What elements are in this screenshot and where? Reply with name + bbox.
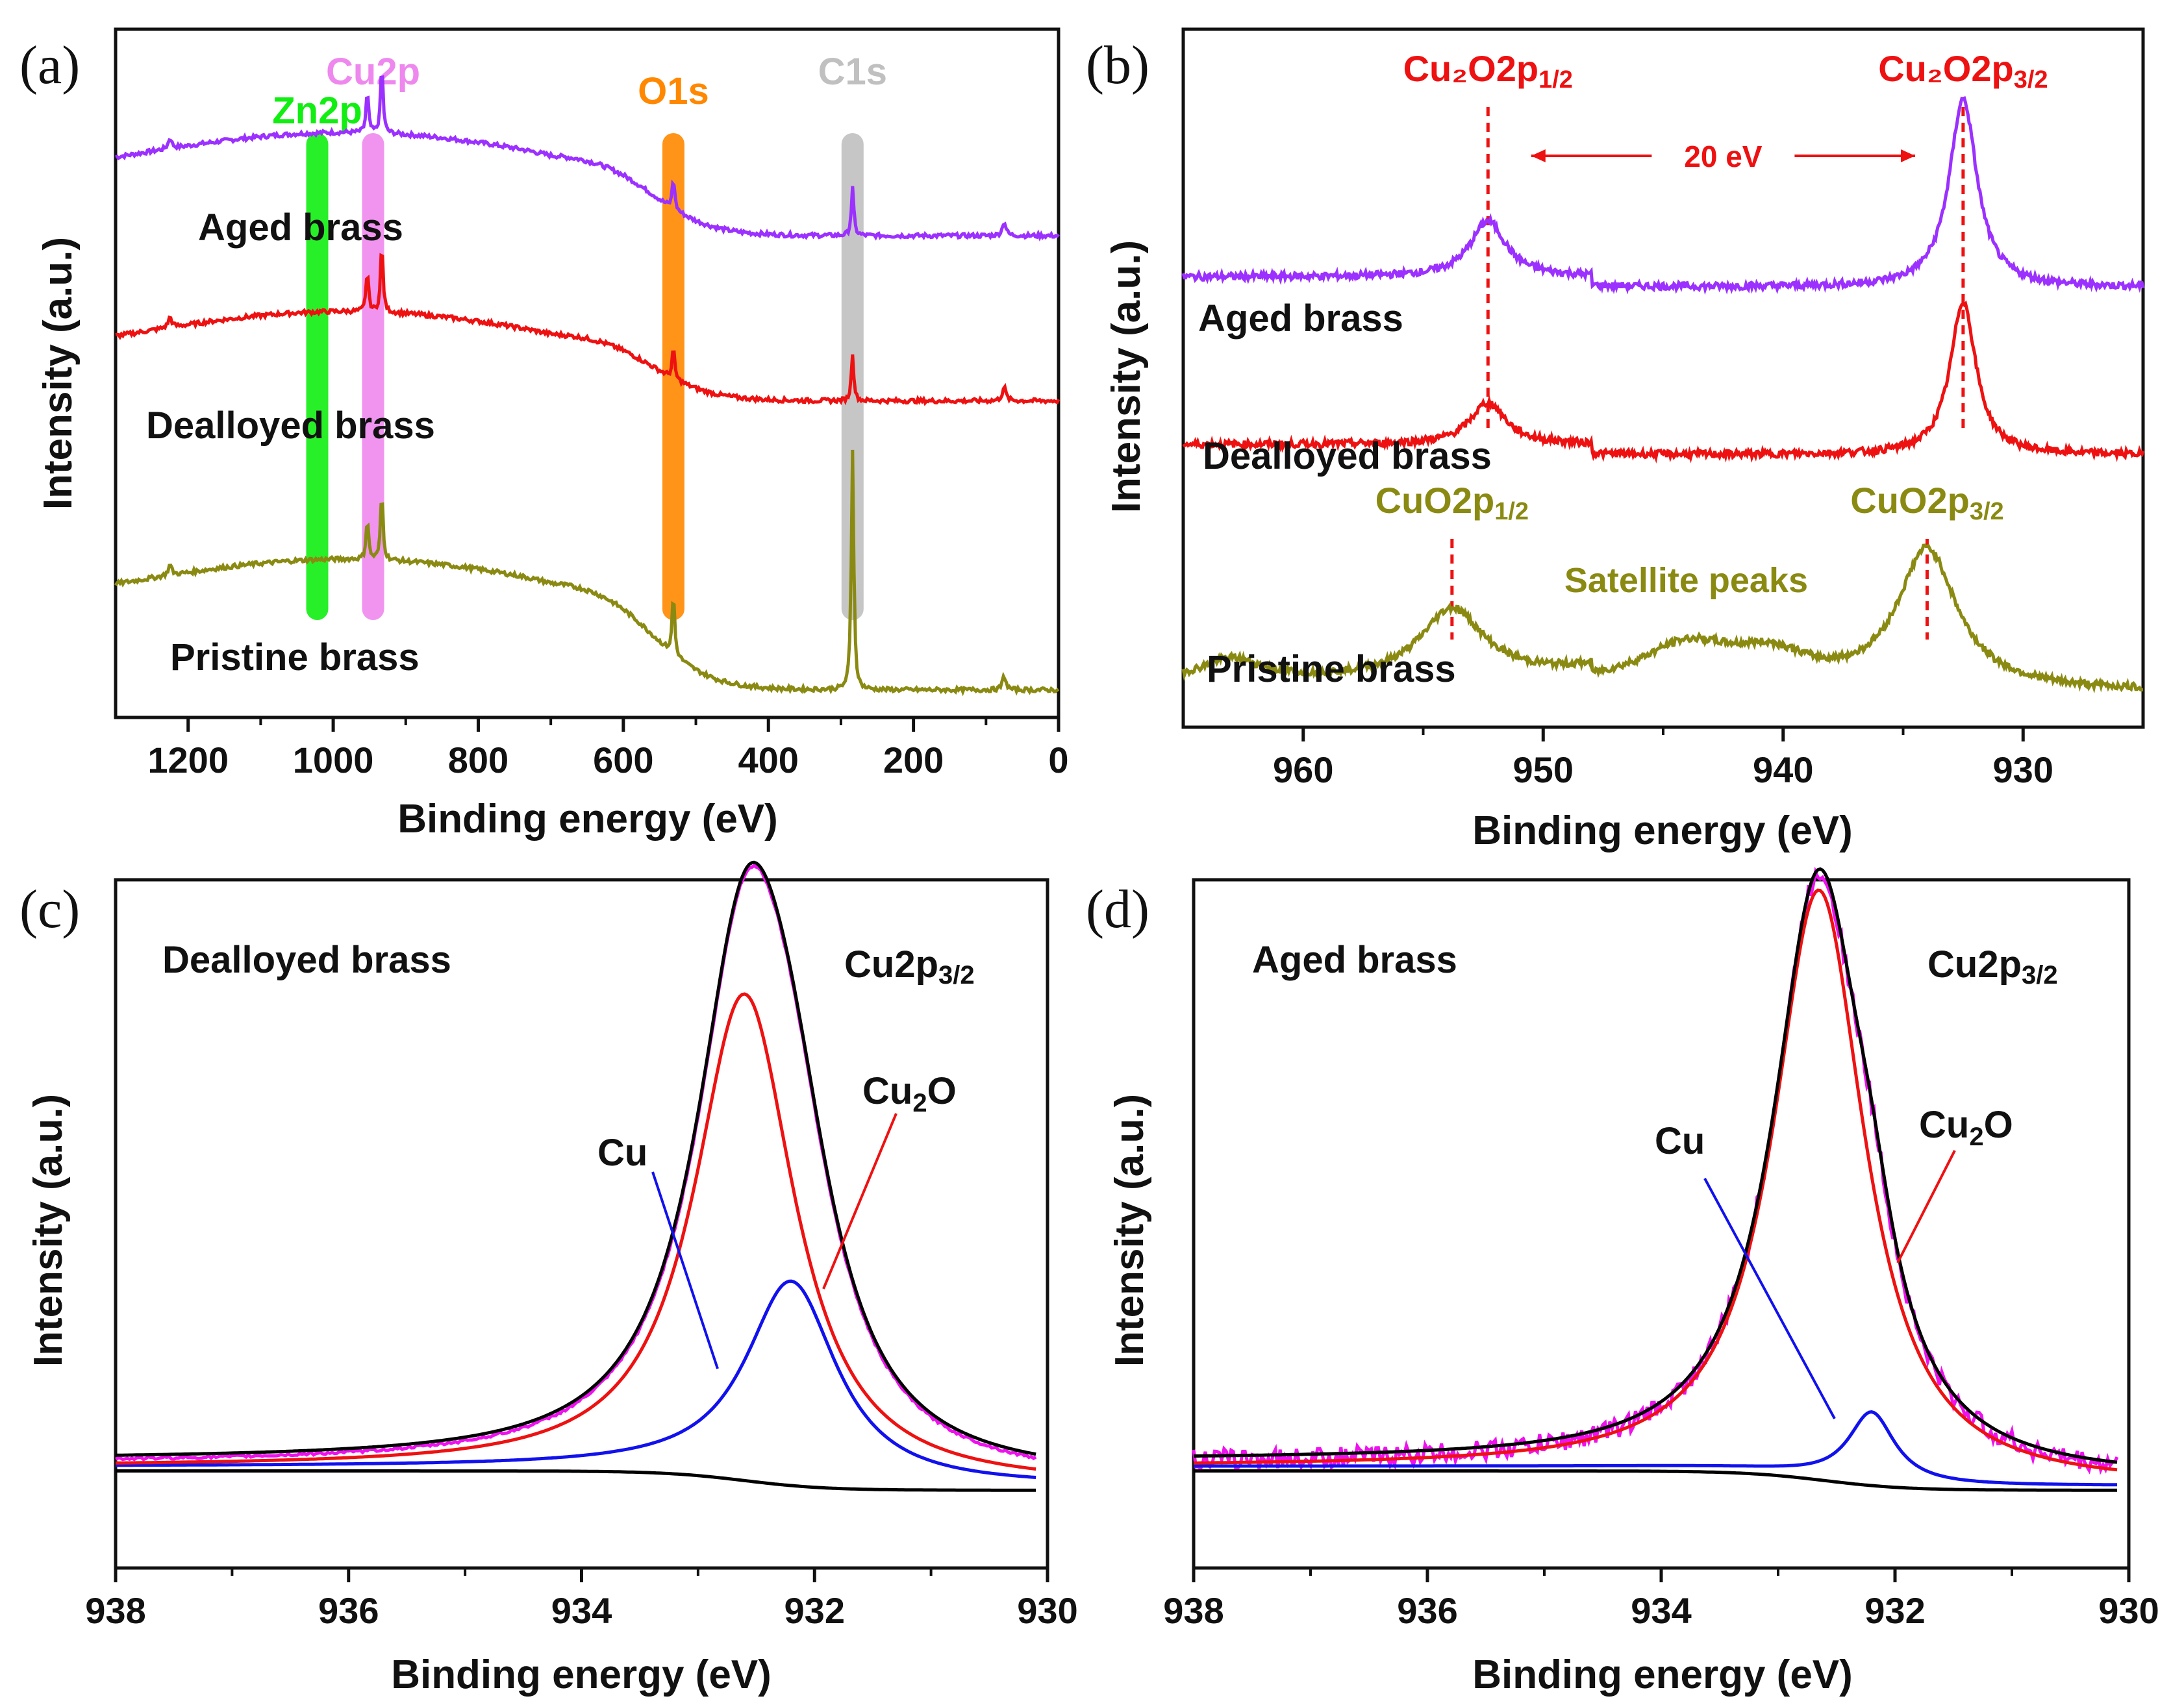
panel-c-letter: (c) xyxy=(19,879,80,940)
panel-b-label-dealloyed: Dealloyed brass xyxy=(1203,435,1492,477)
panel-b-annotation: CuO2p3/2 xyxy=(1850,480,2003,525)
panel-c-tick-label: 934 xyxy=(551,1590,612,1631)
panel-a-band-cu2p xyxy=(362,133,384,620)
panel-c-tick-label: 938 xyxy=(85,1590,145,1631)
panel-d-tick-label: 932 xyxy=(1864,1590,1925,1631)
panel-d-component-line xyxy=(1193,888,2118,1472)
panel-c-tick-label: 936 xyxy=(318,1590,379,1631)
panel-b-annotation: CuO2p1/2 xyxy=(1375,480,1529,525)
panel-c-envelope-line xyxy=(116,860,1036,1457)
panel-b-series-line xyxy=(1182,300,2145,464)
panel-c-component-line xyxy=(116,1279,1036,1479)
panel-d-cu-label: Cu xyxy=(1655,1120,1705,1162)
panel-c-tick-label: 930 xyxy=(1017,1590,1077,1631)
panel-d-cu-leader xyxy=(1703,1178,1836,1419)
panel-b-arrow-label: 20 eV xyxy=(1684,140,1763,173)
panel-d-background-line xyxy=(1194,1469,2117,1492)
panel-a-band-label: Zn2p xyxy=(272,90,362,132)
panel-b-tick-label: 950 xyxy=(1513,749,1574,790)
panel-b-arrow-head xyxy=(1900,149,1915,162)
panel-c-cu2o-label: Cu2O xyxy=(862,1070,957,1117)
panel-b-satellite-label: Satellite peaks xyxy=(1564,561,1808,600)
panel-c-background-line xyxy=(116,1469,1036,1492)
panel-c-ylabel: Intensity (a.u.) xyxy=(26,1094,71,1367)
panel-c-measured-line xyxy=(115,864,1037,1462)
panel-a-series-line xyxy=(115,75,1060,242)
panel-d-cu2o-label: Cu2O xyxy=(1919,1104,2013,1151)
panel-a-tick-label: 600 xyxy=(593,740,653,780)
panel-d-title: Aged brass xyxy=(1252,939,1457,981)
panel-a-xlabel: Binding energy (eV) xyxy=(397,797,778,841)
panel-b-series-line xyxy=(1181,543,2144,694)
panel-a-series-line xyxy=(114,449,1060,697)
panel-c-component-line xyxy=(116,992,1036,1471)
panel-d-peak-label: Cu2p3/2 xyxy=(1927,943,2058,989)
panel-a-band-label: O1s xyxy=(638,70,709,112)
panel-b-arrow-head xyxy=(1531,149,1546,162)
panel-a-ylabel: Intensity (a.u.) xyxy=(36,237,81,510)
panel-d-tick-label: 936 xyxy=(1397,1590,1457,1631)
panel-a-label-pristine: Pristine brass xyxy=(170,636,420,678)
panel-b-annotation: Cu₂O2p3/2 xyxy=(1878,48,2048,93)
panel-a-letter: (a) xyxy=(19,35,80,95)
panel-b-label-pristine: Pristine brass xyxy=(1207,648,1456,690)
panel-a-band-o1s xyxy=(662,133,684,620)
panel-a-band-label: Cu2p xyxy=(326,51,420,93)
panel-a-tick-label: 200 xyxy=(883,740,944,780)
panel-a-tick-label: 800 xyxy=(448,740,508,780)
panel-c: (c) 938 936 934 932 930 Dealloyed brass Cu2p… xyxy=(19,860,1078,1697)
panel-a-band-zn2p xyxy=(306,133,329,620)
panel-b-tick-label: 940 xyxy=(1753,749,1813,790)
panel-a-band-label: C1s xyxy=(818,51,887,93)
panel-d-ylabel: Intensity (a.u.) xyxy=(1107,1094,1152,1367)
panel-d-tick-label: 930 xyxy=(2098,1590,2159,1631)
panel-b-xlabel: Binding energy (eV) xyxy=(1472,808,1853,853)
panel-d-component-line xyxy=(1194,1410,2117,1487)
panel-b-ylabel: Intensity (a.u.) xyxy=(1104,240,1149,513)
panel-a-label-aged: Aged brass xyxy=(198,206,403,249)
panel-b-label-aged: Aged brass xyxy=(1198,297,1403,340)
panel-d-letter: (d) xyxy=(1086,879,1149,940)
panel-b-series-line xyxy=(1181,95,2145,295)
panel-a-label-dealloyed: Dealloyed brass xyxy=(146,404,435,447)
panel-c-cu-leader xyxy=(651,1171,719,1369)
panel-d-xlabel: Binding energy (eV) xyxy=(1472,1652,1853,1697)
panel-b-annotation: Cu₂O2p1/2 xyxy=(1403,48,1573,93)
panel-d: (d) 938 936 934 932 930 Aged brass Cu2p3/2 B… xyxy=(1086,866,2159,1697)
panel-c-title: Dealloyed brass xyxy=(162,939,451,981)
panel-d-tick-label: 938 xyxy=(1163,1590,1224,1631)
panel-b-tick-label: 960 xyxy=(1273,749,1333,790)
panel-c-cu2o-leader xyxy=(822,1113,897,1289)
panel-d-envelope-line xyxy=(1193,867,2118,1464)
panel-d-tick-label: 934 xyxy=(1631,1590,1691,1631)
panel-c-peak-label: Cu2p3/2 xyxy=(844,943,975,989)
panel-a-tick-label: 400 xyxy=(738,740,799,780)
panel-a-series-line xyxy=(115,253,1061,406)
panel-b: (b) 960 950 940 930 Cu₂O2p1/2 Cu₂O2p3/2 CuO2p… xyxy=(1086,27,2145,853)
panel-b-tick-label: 930 xyxy=(1993,749,2053,790)
panel-c-tick-label: 932 xyxy=(784,1590,845,1631)
panel-a-tick-label: 1000 xyxy=(293,740,374,780)
panel-a-plot-frame xyxy=(114,27,1061,719)
panel-b-letter: (b) xyxy=(1086,35,1149,95)
panel-a-tick-label: 0 xyxy=(1048,740,1068,780)
panel-d-cu2o-leader xyxy=(1896,1150,1956,1263)
panel-c-xlabel: Binding energy (eV) xyxy=(391,1652,772,1697)
panel-a-tick-label: 1200 xyxy=(147,740,229,780)
panel-b-plot-frame xyxy=(1181,27,2145,729)
panel-c-cu-label: Cu xyxy=(597,1132,647,1174)
